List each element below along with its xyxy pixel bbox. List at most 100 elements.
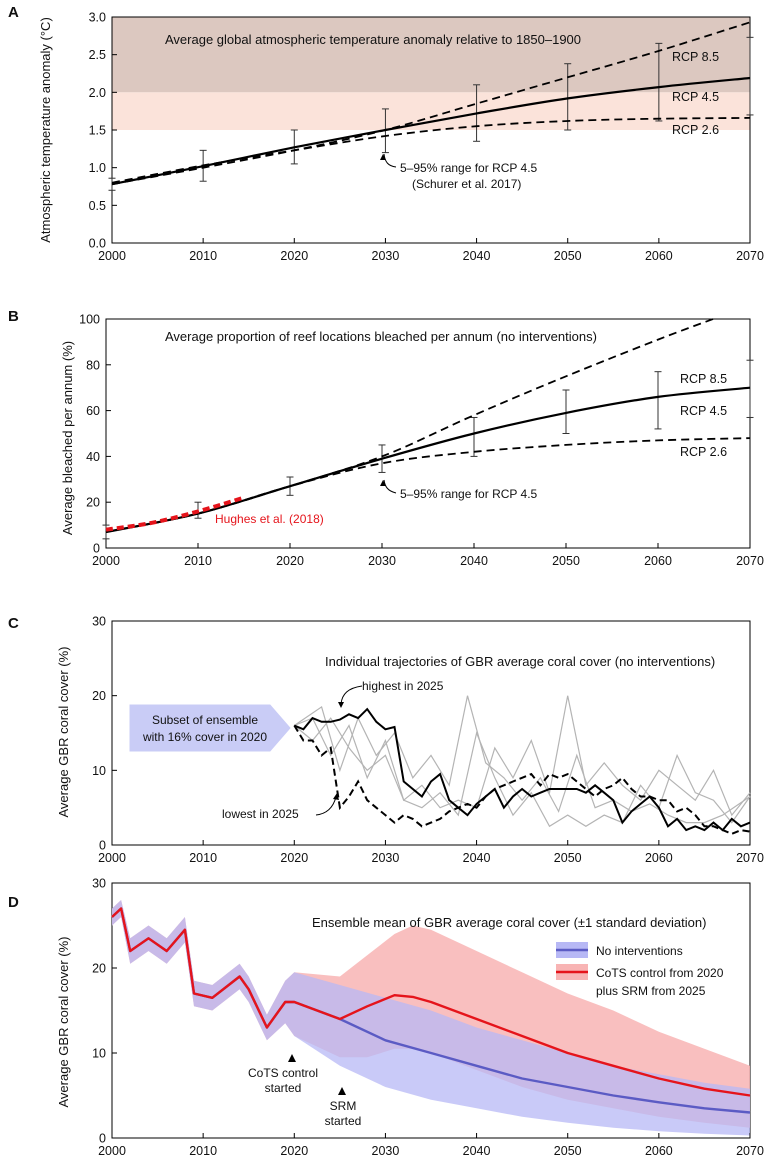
y-tick-label-a: 2.5 xyxy=(89,48,106,62)
x-tick-label-c: 2070 xyxy=(736,851,764,865)
marker-srm-started xyxy=(338,1087,346,1095)
y-tick-label-b: 80 xyxy=(86,358,100,372)
chart-title-b: Average proportion of reef locations ble… xyxy=(165,329,597,344)
x-tick-label-b: 2040 xyxy=(460,554,488,568)
y-tick-label-d: 10 xyxy=(92,1047,106,1061)
annotation-range-a: 5–95% range for RCP 4.5 xyxy=(400,161,538,175)
x-tick-label-a: 2040 xyxy=(463,249,491,263)
series-lines-a xyxy=(111,21,751,186)
annotation-source-a: (Schurer et al. 2017) xyxy=(412,177,521,191)
x-tick-label-d: 2040 xyxy=(463,1144,491,1158)
panel-letter-c: C xyxy=(8,615,19,632)
axis-ticks-a: 0.0 0.5 1.0 1.5 2.0 2.5 3.0 2000 2010 2020 2030 204… xyxy=(89,11,764,264)
x-tick-label-c: 2040 xyxy=(463,851,491,865)
x-tick-label-b: 2030 xyxy=(368,554,396,568)
x-tick-label-a: 2000 xyxy=(98,249,126,263)
trajectory-lines-c xyxy=(293,695,751,835)
x-tick-label-d: 2060 xyxy=(645,1144,673,1158)
series-line-rcp-2-6 xyxy=(105,437,751,533)
x-tick-label-d: 2010 xyxy=(189,1144,217,1158)
x-tick-label-c: 2000 xyxy=(98,851,126,865)
x-tick-label-b: 2010 xyxy=(184,554,212,568)
legend-label-srm: plus SRM from 2025 xyxy=(596,984,706,998)
y-tick-label-c: 30 xyxy=(92,615,106,629)
y-tick-label-a: 0.5 xyxy=(89,199,106,213)
x-tick-label-a: 2030 xyxy=(372,249,400,263)
y-tick-label-c: 0 xyxy=(99,839,106,853)
x-tick-label-b: 2000 xyxy=(92,554,120,568)
arrowhead-highest-c xyxy=(338,702,344,708)
y-tick-label-a: 1.5 xyxy=(89,124,106,138)
annotation-srm-line1: SRM xyxy=(330,1099,357,1113)
x-tick-label-b: 2070 xyxy=(736,554,764,568)
curve-label-rcp26-b: RCP 2.6 xyxy=(680,445,727,459)
annotation-range-b: 5–95% range for RCP 4.5 xyxy=(400,487,538,501)
series-line-rcp-8-5 xyxy=(105,318,714,533)
annotation-arrow-a xyxy=(383,153,397,168)
annotation-srm-line2: started xyxy=(325,1114,362,1128)
y-tick-label-a: 2.0 xyxy=(89,86,106,100)
band-1.5-to-2c xyxy=(112,92,750,130)
trajectory-ensemble-member-5 xyxy=(293,695,751,817)
annotation-cots-line2: started xyxy=(265,1081,302,1095)
x-tick-label-b: 2060 xyxy=(644,554,672,568)
y-tick-label-b: 60 xyxy=(86,404,100,418)
series-line-rcp-4-5 xyxy=(111,76,751,186)
sd-bands-d xyxy=(112,900,750,1136)
mean-lines-d xyxy=(111,907,751,1114)
y-tick-label-c: 20 xyxy=(92,689,106,703)
x-tick-label-d: 2000 xyxy=(98,1144,126,1158)
x-tick-label-a: 2050 xyxy=(554,249,582,263)
plot-frame-d xyxy=(111,882,751,1139)
subset-label-line1: Subset of ensemble xyxy=(152,713,258,727)
y-axis-label-d: Average GBR coral cover (%) xyxy=(56,937,71,1108)
y-tick-label-a: 3.0 xyxy=(89,11,106,25)
panel-letter-a: A xyxy=(8,4,19,21)
y-tick-label-b: 0 xyxy=(93,542,100,556)
annotation-highest-c: highest in 2025 xyxy=(362,679,444,693)
subset-label-line2: with 16% cover in 2020 xyxy=(142,730,267,744)
plot-frame-b xyxy=(105,318,751,549)
x-tick-label-a: 2070 xyxy=(736,249,764,263)
x-tick-label-b: 2020 xyxy=(276,554,304,568)
y-axis-label-c: Average GBR coral cover (%) xyxy=(56,647,71,818)
x-tick-label-d: 2030 xyxy=(372,1144,400,1158)
trajectory-lowest-in-2025 xyxy=(293,724,751,835)
legend-label-cots: CoTS control from 2020 xyxy=(596,966,724,980)
y-tick-label-b: 40 xyxy=(86,450,100,464)
chart-title-d: Ensemble mean of GBR average coral cover… xyxy=(312,915,706,930)
arrow-highest-c xyxy=(340,685,363,705)
chart-title-c: Individual trajectories of GBR average c… xyxy=(325,654,715,669)
panel-letter-d: D xyxy=(8,894,19,911)
trajectory-highest-in-2025 xyxy=(293,707,751,832)
arrowhead-lowest-c xyxy=(333,793,339,800)
arrow-lowest-c xyxy=(315,796,337,816)
sd-band-no-interventions xyxy=(112,900,750,1136)
trajectory-ensemble-member-3 xyxy=(293,695,751,824)
series-lines-b xyxy=(105,318,751,534)
annotation-arrow-b xyxy=(383,479,397,494)
series-line-hughes-et-al-2018 xyxy=(105,495,245,532)
annotation-arrowhead-a xyxy=(380,154,386,160)
annotation-cots-line1: CoTS control xyxy=(248,1066,318,1080)
x-tick-label-a: 2020 xyxy=(280,249,308,263)
band-above-2c xyxy=(112,17,750,93)
x-tick-label-c: 2060 xyxy=(645,851,673,865)
y-tick-label-b: 100 xyxy=(79,313,100,327)
panel-a: A 0.0 0.5 1.0 1.5 2.0 2.5 3.0 2000 2010 2020 2030 2… xyxy=(8,4,764,263)
y-tick-label-d: 30 xyxy=(92,877,106,891)
x-tick-label-b: 2050 xyxy=(552,554,580,568)
y-axis-label-b: Average bleached per annum (%) xyxy=(60,341,75,535)
curve-label-rcp26-a: RCP 2.6 xyxy=(672,123,719,137)
annotation-lowest-c: lowest in 2025 xyxy=(222,807,299,821)
x-tick-label-a: 2060 xyxy=(645,249,673,263)
x-tick-label-d: 2070 xyxy=(736,1144,764,1158)
plot-frame-c xyxy=(111,620,751,846)
x-tick-label-a: 2010 xyxy=(189,249,217,263)
y-tick-label-a: 1.0 xyxy=(89,161,106,175)
y-axis-label-a: Atmospheric temperature anomaly (°C) xyxy=(38,17,53,243)
